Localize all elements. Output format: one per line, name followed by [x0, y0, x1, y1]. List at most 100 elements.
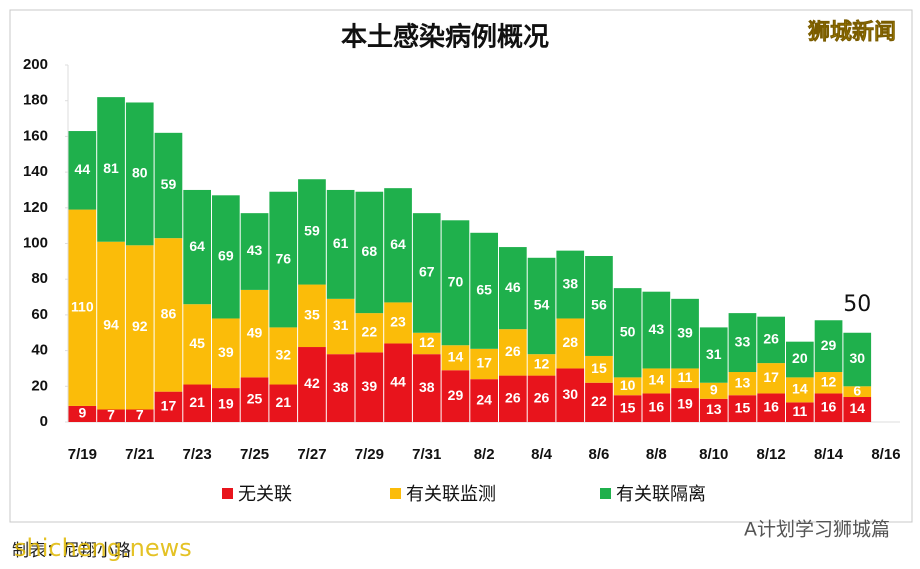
data-label: 14: [849, 400, 865, 416]
bar-segment: [671, 298, 699, 369]
bar-segment: [642, 291, 671, 369]
data-label: 94: [103, 316, 119, 332]
data-label: 29: [821, 337, 837, 353]
bar-segment: [154, 132, 183, 239]
data-label: 30: [849, 350, 865, 366]
bar-segment: [97, 97, 125, 242]
data-label: 15: [620, 399, 636, 415]
y-tick-label: 40: [31, 342, 48, 359]
data-label: 6: [853, 382, 861, 398]
data-label: 16: [821, 398, 837, 414]
bar-segment: [527, 354, 556, 376]
y-tick-label: 100: [23, 234, 48, 251]
data-label: 46: [505, 279, 521, 295]
data-label: 16: [763, 398, 779, 414]
bar-segment: [585, 382, 613, 422]
bar-segment: [298, 347, 326, 422]
x-tick-label: 7/21: [125, 446, 154, 463]
bar-segment: [527, 375, 556, 422]
data-label: 9: [78, 405, 86, 421]
bar-segment: [212, 195, 240, 319]
bar-segment: [68, 209, 97, 406]
data-label: 24: [476, 391, 492, 407]
bar-segment: [470, 348, 498, 380]
bar-segment: [125, 102, 154, 246]
bar-segment: [699, 382, 728, 399]
bar-segment: [269, 191, 298, 328]
x-tick-label: 8/14: [814, 446, 844, 463]
bar-segment: [183, 304, 211, 385]
data-label: 29: [448, 387, 464, 403]
bar-segment: [326, 189, 355, 299]
watermark: 狮城新闻: [808, 19, 896, 45]
bar-segment: [355, 313, 384, 353]
data-label: 25: [247, 390, 263, 406]
bar-segment: [355, 191, 384, 314]
bar-segment: [68, 131, 97, 210]
x-tick-label: 7/19: [68, 446, 97, 463]
y-tick-label: 200: [23, 56, 48, 73]
data-label: 81: [103, 160, 119, 176]
bar-segment: [470, 379, 498, 422]
legend-swatch: [390, 488, 401, 499]
bar-segment: [326, 298, 355, 355]
bar-segment: [412, 354, 441, 422]
bar-segment: [298, 284, 326, 348]
data-label: 14: [649, 372, 665, 388]
bar-segment: [441, 220, 470, 346]
bar-segment: [240, 213, 269, 290]
bar-segment: [699, 327, 728, 383]
data-label: 65: [476, 282, 492, 298]
bar-segment: [412, 332, 441, 355]
data-label: 9: [710, 381, 718, 397]
data-label: 19: [218, 396, 234, 412]
bar-segment: [212, 318, 240, 389]
data-label: 32: [275, 347, 291, 363]
bar-segment: [814, 393, 843, 422]
data-label: 11: [792, 403, 807, 419]
bar-segment: [441, 370, 470, 422]
data-label: 7: [136, 406, 144, 422]
bar-segment: [786, 341, 814, 378]
data-label: 10: [620, 377, 636, 393]
data-label: 16: [649, 398, 665, 414]
bar-segment: [499, 247, 527, 330]
bar-segment: [499, 375, 527, 422]
bar-segment: [527, 257, 556, 355]
bar-segment: [384, 343, 412, 422]
x-tick-label: 7/31: [412, 446, 441, 463]
bar-segment: [412, 213, 441, 333]
data-label: 20: [792, 350, 808, 366]
bar-segment: [269, 384, 298, 422]
bar-segment: [642, 368, 671, 394]
bar-segment: [613, 288, 642, 378]
data-label: 86: [161, 306, 177, 322]
bar-segment: [499, 329, 527, 376]
bar-segment: [814, 320, 843, 373]
footer-site: shicheng.news: [14, 534, 192, 562]
data-label: 54: [534, 297, 550, 313]
data-label: 17: [763, 369, 779, 385]
footer-left: 制表：尼翔小路: [12, 541, 131, 561]
data-label: 38: [333, 379, 349, 395]
bar-segment: [183, 189, 211, 305]
bar-segment: [355, 352, 384, 422]
x-tick-label: 8/12: [757, 446, 786, 463]
legend-label: 有关联隔离: [616, 484, 706, 505]
data-label: 39: [677, 324, 693, 340]
data-label: 38: [419, 379, 435, 395]
data-label: 56: [591, 297, 607, 313]
data-label: 44: [75, 161, 91, 177]
data-label: 26: [505, 343, 521, 359]
data-label: 17: [161, 398, 177, 414]
data-label: 13: [706, 401, 722, 417]
x-tick-label: 7/27: [297, 446, 326, 463]
data-label: 59: [161, 176, 177, 192]
bar-segment: [728, 313, 757, 373]
data-label: 22: [591, 393, 607, 409]
bar-segment: [240, 289, 269, 378]
data-label: 59: [304, 223, 320, 239]
data-label: 15: [591, 360, 607, 376]
data-label: 31: [333, 317, 349, 333]
